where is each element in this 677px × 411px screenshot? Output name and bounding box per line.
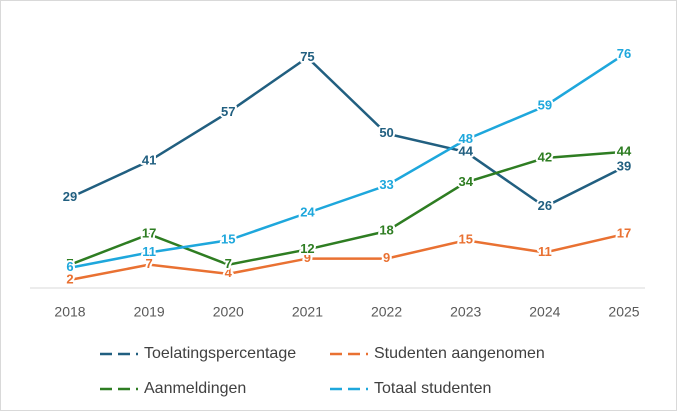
data-label: 75 (300, 49, 314, 64)
series-line (69, 53, 625, 269)
data-label: 59 (538, 98, 552, 113)
data-label: 39 (617, 159, 631, 174)
x-tick-label: 2020 (213, 304, 244, 320)
data-label: 17 (617, 226, 631, 241)
data-label: 4 (225, 265, 233, 280)
data-label: 48 (458, 131, 472, 146)
data-label: 17 (142, 226, 156, 241)
data-label: 11 (142, 244, 156, 259)
x-tick-label: 2022 (371, 304, 402, 320)
data-label: 33 (379, 177, 393, 192)
data-label: 18 (379, 223, 393, 238)
x-tick-label: 2023 (450, 304, 481, 320)
data-label: 7 (66, 256, 73, 271)
legend-label: Totaal studenten (374, 380, 491, 397)
x-tick-label: 2018 (54, 304, 85, 320)
series-line (69, 150, 625, 266)
x-tick-label: 2019 (134, 304, 165, 320)
data-label: 44 (617, 143, 632, 158)
series-line (69, 55, 625, 209)
data-label: 24 (300, 204, 315, 219)
x-tick-label: 2021 (292, 304, 323, 320)
data-label: 15 (458, 232, 472, 247)
data-label: 34 (458, 174, 473, 189)
data-label: 6 (66, 259, 73, 274)
legend-label: Toelatingspercentage (144, 345, 296, 362)
legend-label: Studenten aangenomen (374, 345, 545, 362)
data-label: 26 (538, 198, 552, 213)
data-label: 11 (538, 244, 552, 259)
data-label: 50 (379, 125, 393, 140)
data-label: 15 (221, 232, 235, 247)
data-label: 76 (617, 46, 631, 61)
data-label: 7 (146, 256, 153, 271)
data-label: 41 (142, 153, 156, 168)
data-label: 57 (221, 104, 235, 119)
x-tick-label: 2025 (608, 304, 639, 320)
data-label: 12 (300, 241, 314, 256)
data-label: 44 (458, 143, 473, 158)
data-label: 7 (225, 256, 232, 271)
data-label: 29 (63, 189, 77, 204)
data-label: 42 (538, 149, 552, 164)
legend-label: Aanmeldingen (144, 380, 246, 397)
data-label: 9 (304, 250, 311, 265)
x-tick-label: 2024 (529, 304, 560, 320)
data-label: 2 (66, 271, 73, 286)
data-label: 9 (383, 250, 390, 265)
series-line (69, 232, 625, 282)
